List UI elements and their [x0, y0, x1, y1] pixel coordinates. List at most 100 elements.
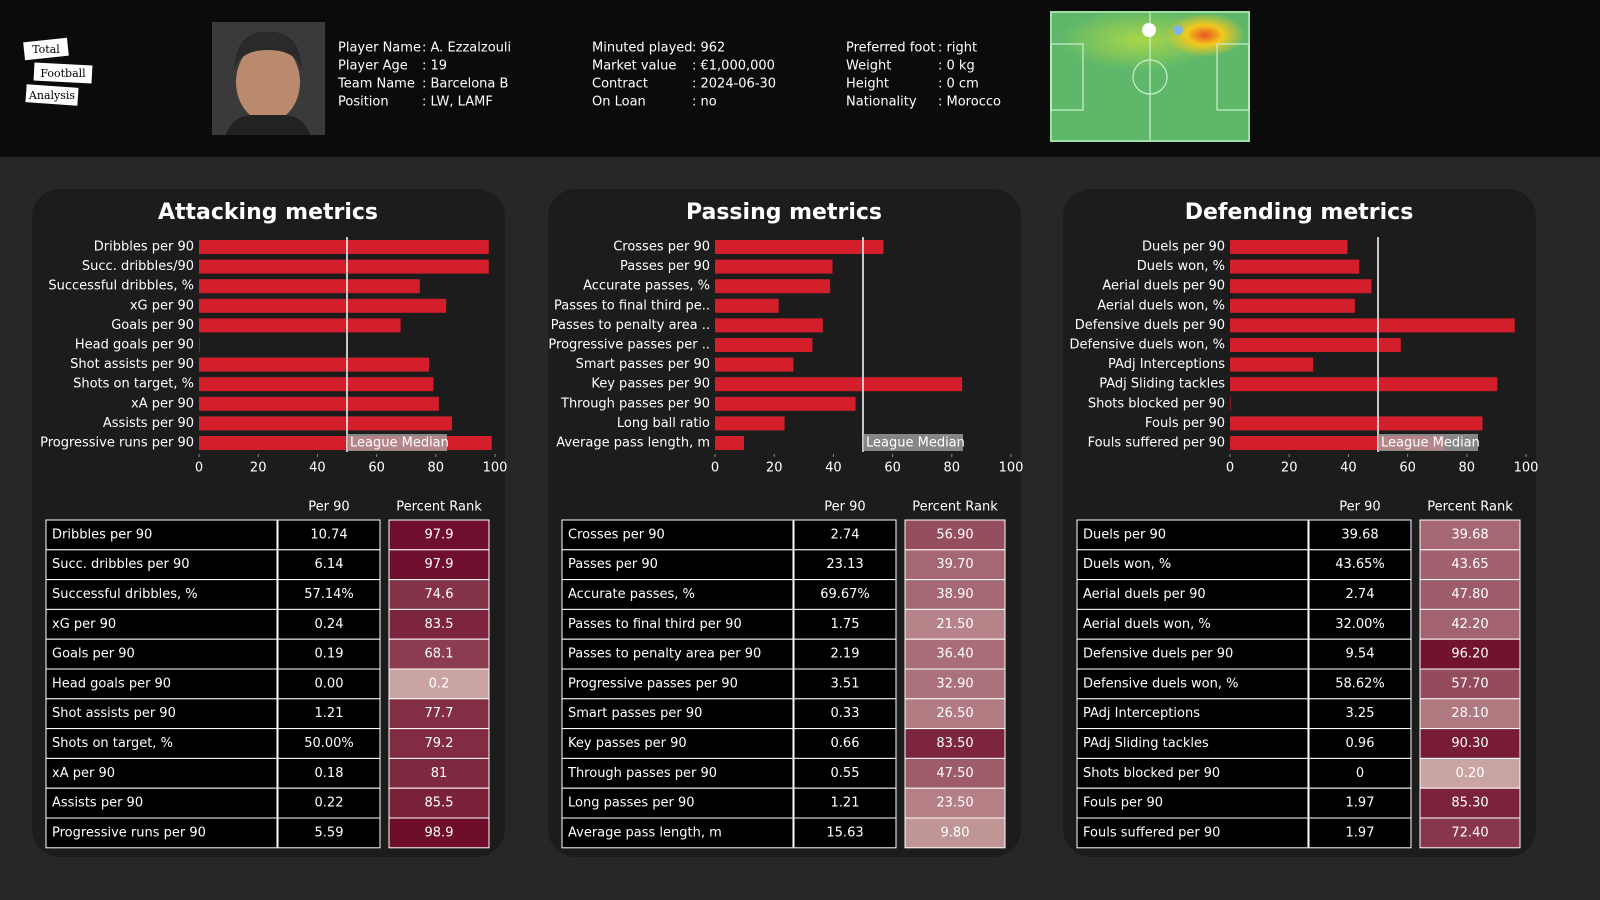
- row-label: Head goals per 90: [52, 676, 171, 691]
- bar: [715, 416, 785, 431]
- table-cell: [1308, 668, 1412, 700]
- category-label: Fouls per 90: [1145, 416, 1225, 431]
- row-label: Aerial duels won, %: [1083, 617, 1211, 632]
- rank-value: 26.50: [936, 706, 973, 721]
- rank-value: 47.80: [1451, 587, 1488, 602]
- logo-text: Analysis: [28, 89, 75, 102]
- x-tick-label: 40: [825, 461, 842, 476]
- player-photo: [212, 22, 325, 135]
- table-cell: [45, 757, 278, 789]
- rank-value: 38.90: [936, 587, 973, 602]
- category-label: Long ball ratio: [617, 416, 710, 431]
- per90-value: 3.25: [1346, 706, 1375, 721]
- info-value: : 0 kg: [938, 59, 975, 74]
- table-cell: [45, 698, 278, 730]
- table-cell: [277, 519, 381, 551]
- table-cell: [45, 579, 278, 610]
- per90-value: 0.22: [315, 796, 344, 811]
- table-cell: [561, 608, 794, 640]
- row-label: Key passes per 90: [568, 736, 687, 751]
- x-tick-label: 20: [1281, 461, 1298, 476]
- logo-text: Total: [32, 43, 60, 56]
- x-tick-label: 20: [766, 461, 783, 476]
- bar: [1230, 318, 1515, 333]
- rank-cell: [904, 549, 1006, 581]
- rank-cell: [388, 549, 490, 581]
- category-label: PAdj Interceptions: [1108, 357, 1225, 372]
- per90-value: 0.19: [315, 647, 344, 662]
- table-cell: [793, 698, 897, 730]
- per90-value: 43.65%: [1335, 557, 1385, 572]
- table-cell: [45, 787, 278, 819]
- row-label: Goals per 90: [52, 647, 135, 662]
- rank-value: 42.20: [1451, 617, 1488, 632]
- category-label: Shot assists per 90: [70, 357, 194, 372]
- rank-cell: [388, 757, 490, 789]
- table-cell: [561, 579, 794, 610]
- category-label: Fouls suffered per 90: [1088, 436, 1225, 451]
- info-label: Weight: [846, 59, 891, 74]
- category-label: Shots blocked per 90: [1088, 396, 1225, 411]
- row-label: Successful dribbles, %: [52, 587, 198, 602]
- row-label: Aerial duels per 90: [1083, 587, 1206, 602]
- heat-dot: [1142, 23, 1156, 37]
- row-label: Duels per 90: [1083, 527, 1166, 542]
- row-label: xG per 90: [52, 617, 116, 632]
- column-header: Per 90: [308, 500, 349, 515]
- category-label: Through passes per 90: [560, 396, 710, 411]
- per90-value: 0.33: [831, 706, 860, 721]
- median-label-bg: [347, 434, 447, 451]
- rank-value: 85.30: [1451, 796, 1488, 811]
- info-value: : €1,000,000: [692, 59, 775, 74]
- table-cell: [1076, 728, 1309, 759]
- rank-value: 68.1: [425, 647, 454, 662]
- category-label: Shots on target, %: [73, 377, 194, 392]
- info-value: : A. Ezzalzouli: [422, 41, 511, 56]
- per90-value: 9.54: [1346, 647, 1375, 662]
- rank-value: 0.2: [429, 676, 450, 691]
- row-label: Defensive duels won, %: [1083, 676, 1238, 691]
- x-tick-label: 80: [1459, 461, 1476, 476]
- rank-value: 39.68: [1451, 527, 1488, 542]
- x-tick-label: 60: [1399, 461, 1416, 476]
- rank-value: 39.70: [936, 557, 973, 572]
- info-label: Market value: [592, 59, 676, 74]
- bar: [1230, 259, 1360, 274]
- row-label: Shots on target, %: [52, 736, 173, 751]
- rank-cell: [904, 817, 1006, 849]
- per90-value: 0.66: [831, 736, 860, 751]
- logo-text: Football: [40, 67, 86, 80]
- column-header: Percent Rank: [396, 500, 482, 515]
- info-value: : 19: [422, 59, 447, 74]
- info-label: Contract: [592, 77, 648, 92]
- table-cell: [1076, 638, 1309, 670]
- table-cell: [1308, 757, 1412, 789]
- table-cell: [1076, 668, 1309, 700]
- row-label: Passes per 90: [568, 557, 658, 572]
- heat-dot: [1173, 25, 1183, 35]
- table-cell: [561, 728, 794, 759]
- bar: [715, 396, 856, 411]
- table-cell: [45, 608, 278, 640]
- per90-value: 0.96: [1346, 736, 1375, 751]
- rank-cell: [1419, 817, 1521, 849]
- category-label: Progressive passes per ..: [548, 338, 710, 353]
- x-tick-label: 100: [999, 461, 1024, 476]
- row-label: Accurate passes, %: [568, 587, 695, 602]
- hair: [234, 31, 302, 70]
- rank-value: 83.5: [425, 617, 454, 632]
- table-cell: [1308, 817, 1412, 849]
- per90-value: 1.75: [831, 617, 860, 632]
- category-label: Smart passes per 90: [576, 357, 710, 372]
- rank-cell: [1419, 549, 1521, 581]
- category-label: Successful dribbles, %: [48, 279, 194, 294]
- per90-value: 50.00%: [304, 736, 354, 751]
- heatmap: [1050, 10, 1250, 142]
- rank-value: 0.20: [1456, 766, 1485, 781]
- per90-value: 6.14: [315, 557, 344, 572]
- bar: [199, 338, 200, 352]
- category-label: Goals per 90: [111, 318, 194, 333]
- table-cell: [561, 549, 794, 581]
- rank-value: 97.9: [425, 527, 454, 542]
